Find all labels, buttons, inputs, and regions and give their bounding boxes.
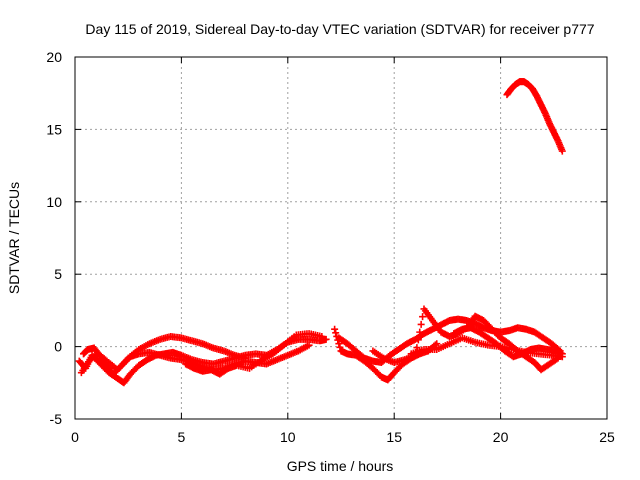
- data-point: [322, 335, 330, 343]
- data-points: [75, 78, 566, 387]
- data-point: [331, 325, 339, 333]
- chart-title: Day 115 of 2019, Sidereal Day-to-day VTE…: [85, 21, 594, 37]
- plot-frame: [74, 56, 608, 420]
- y-tick-label: 15: [46, 121, 62, 137]
- x-tick-label: 0: [71, 429, 79, 445]
- data-point: [318, 332, 326, 340]
- y-tick-label: 0: [54, 339, 62, 355]
- y-axis-label: SDTVAR / TECUs: [6, 182, 22, 294]
- data-point: [419, 313, 427, 321]
- data-point: [417, 320, 425, 328]
- y-tick-label: 20: [46, 49, 62, 65]
- x-tick-label: 25: [599, 429, 615, 445]
- data-point: [305, 341, 313, 349]
- y-tick-label: 10: [46, 194, 62, 210]
- data-point: [558, 350, 566, 358]
- data-point: [332, 329, 340, 337]
- x-tick-label: 10: [280, 429, 296, 445]
- data-point: [414, 336, 422, 344]
- axis-ticks: 0 5 10 15 20 25 -5 0 5 10 15 20: [46, 49, 615, 445]
- data-point: [416, 328, 424, 336]
- x-tick-label: 15: [386, 429, 402, 445]
- y-tick-label: -5: [50, 411, 63, 427]
- data-point: [336, 343, 344, 351]
- x-tick-label: 20: [493, 429, 509, 445]
- x-axis-label: GPS time / hours: [287, 458, 394, 474]
- x-tick-label: 5: [178, 429, 186, 445]
- y-tick-label: 5: [54, 266, 62, 282]
- data-point: [558, 147, 566, 155]
